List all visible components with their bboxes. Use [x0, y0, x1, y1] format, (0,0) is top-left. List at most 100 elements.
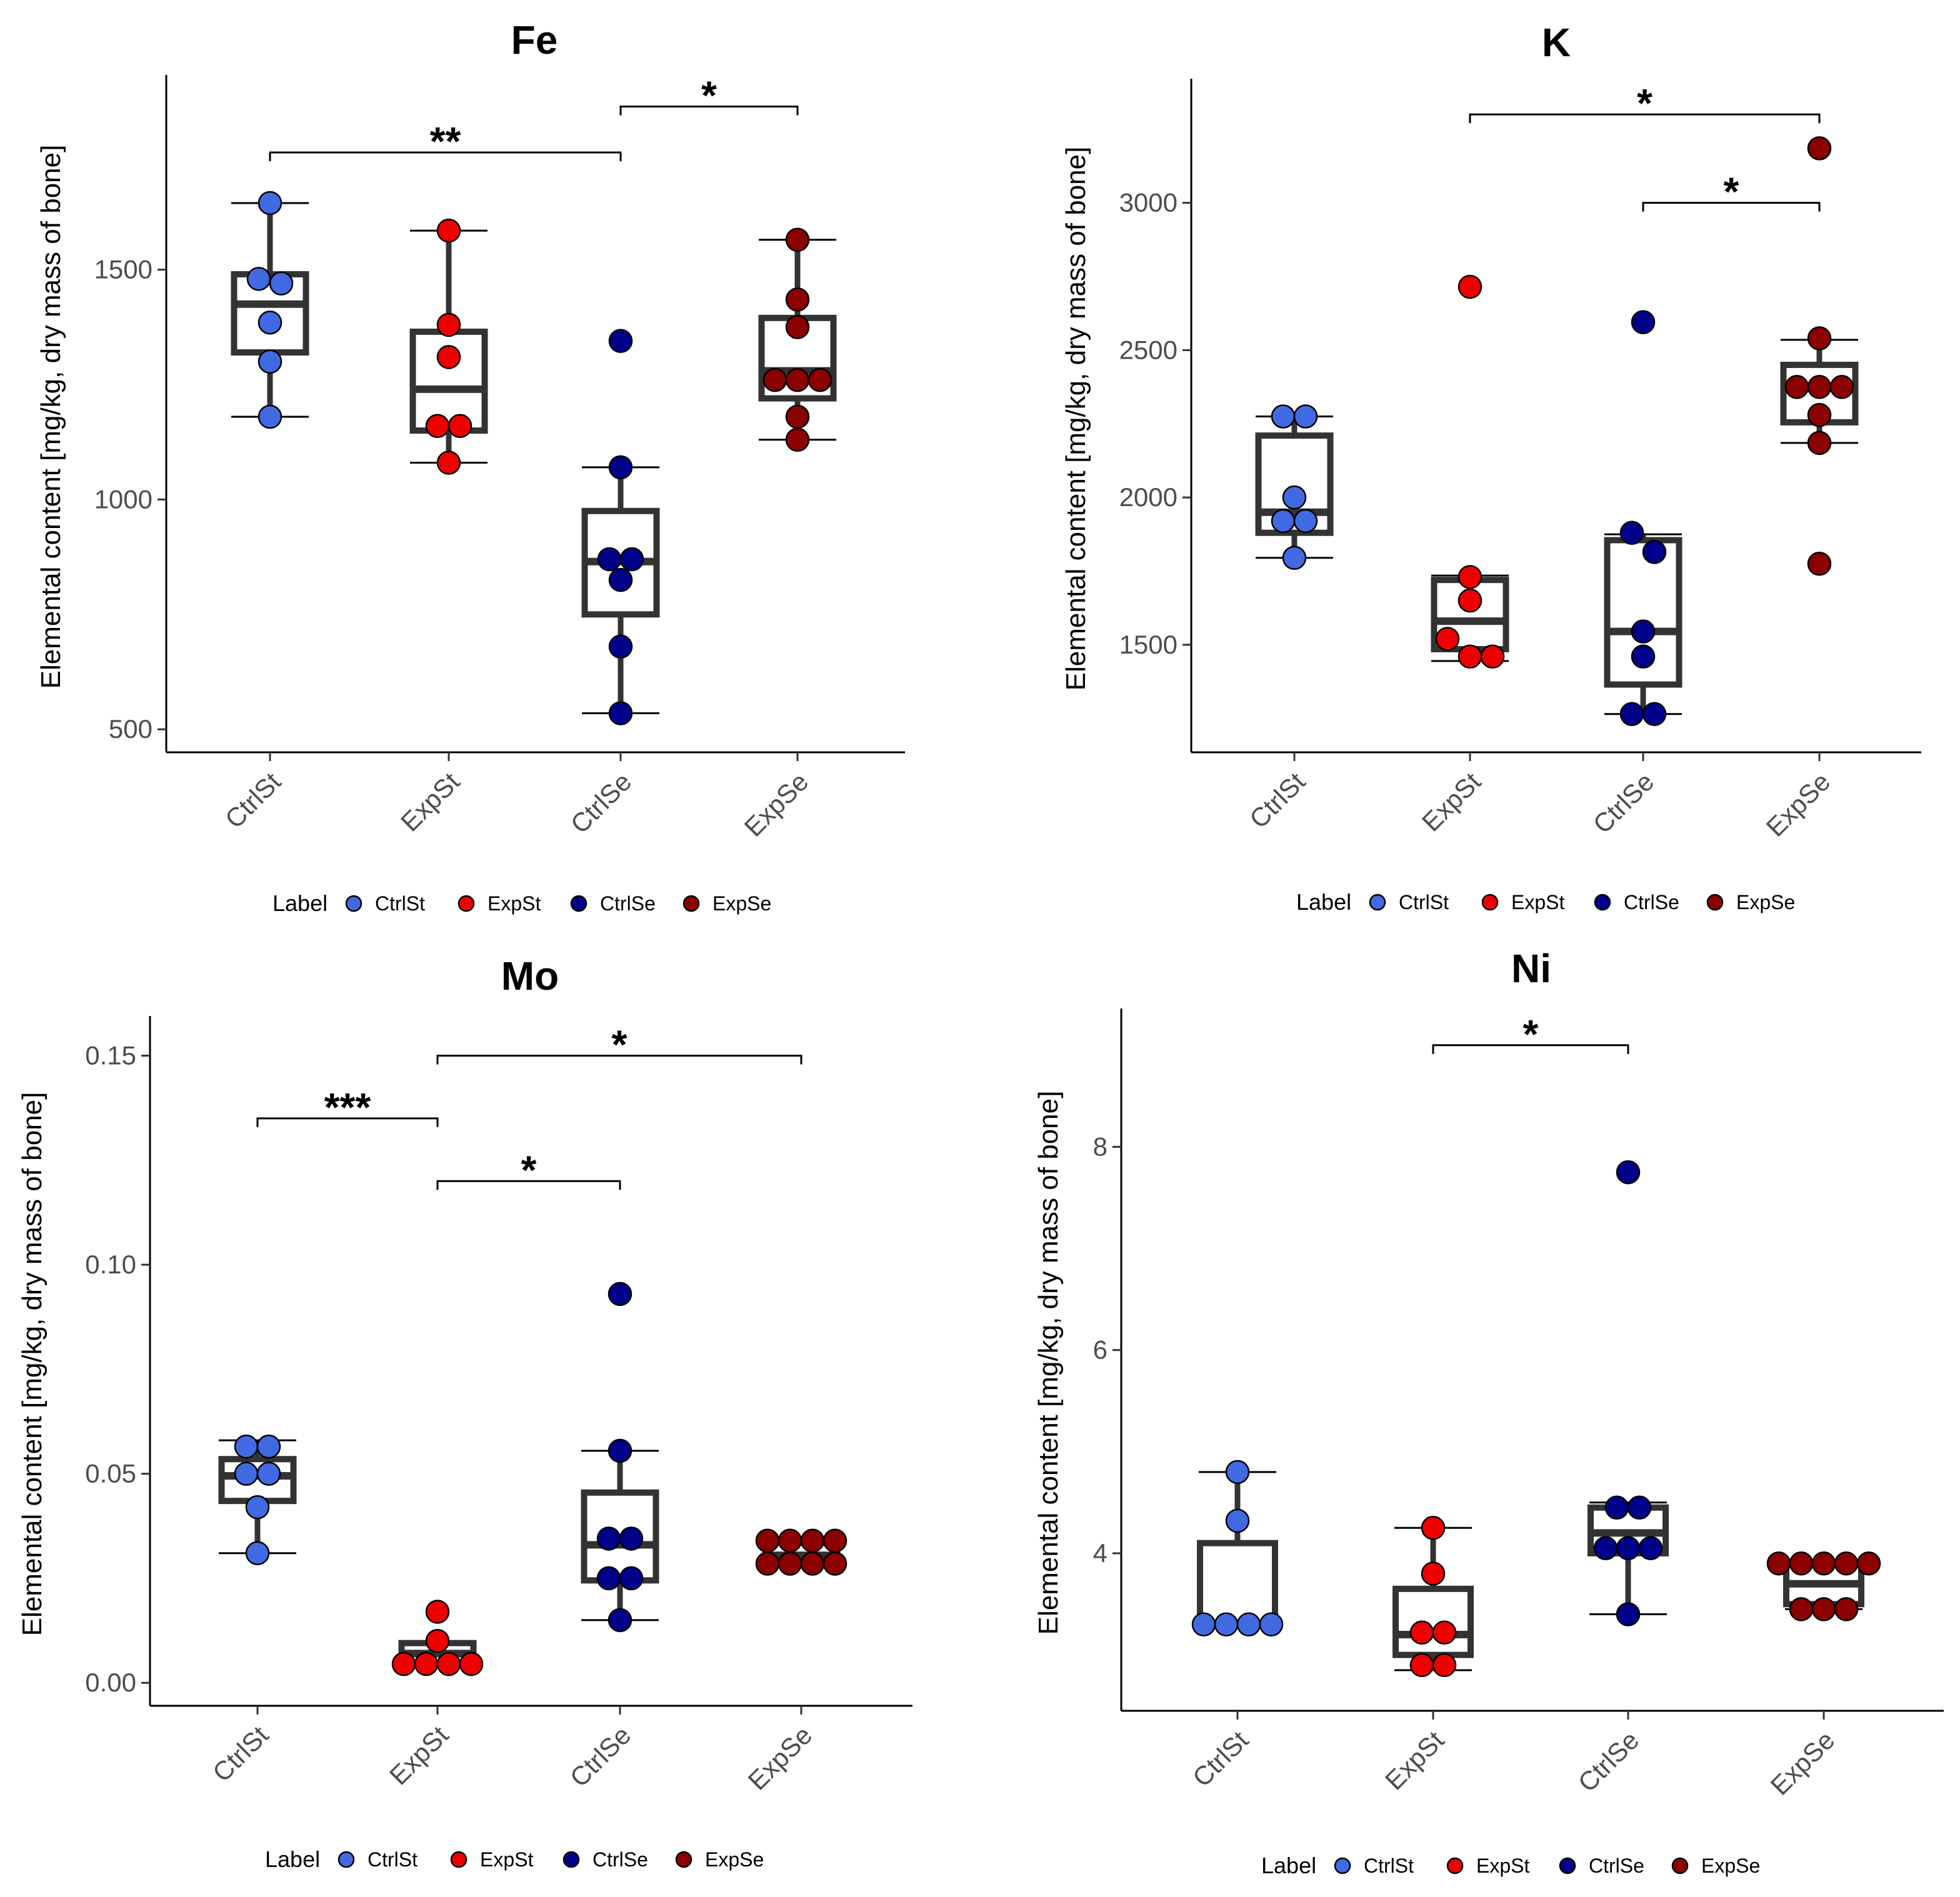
legend-key-ctrlse: [562, 1851, 580, 1868]
legend-label-expst: ExpSt: [488, 892, 541, 915]
legend: Label CtrlSt ExpSt CtrlSe ExpSe: [265, 1846, 764, 1872]
data-point-expst: [1458, 565, 1482, 589]
data-point-ctrlse: [1631, 619, 1656, 644]
data-point-expst: [459, 1651, 484, 1676]
data-point-expst: [436, 1651, 461, 1676]
legend: Label CtrlSt ExpSt CtrlSe ExpSe: [1261, 1853, 1760, 1878]
boxplot-expst: [1392, 1526, 1474, 1671]
y-tick-label: 4: [1093, 1538, 1108, 1568]
legend-key-expse: [1671, 1857, 1689, 1875]
data-point-ctrlse: [608, 1282, 632, 1307]
data-point-ctrlse: [608, 701, 633, 725]
data-point-ctrlst: [258, 404, 282, 429]
box: [1392, 1585, 1474, 1658]
legend-label-ctrlse: CtrlSe: [1624, 891, 1679, 914]
data-point-expse: [1766, 1551, 1791, 1576]
data-point-expse: [1834, 1597, 1859, 1621]
y-tick-label: 1500: [94, 255, 152, 284]
data-point-ctrlst: [1225, 1508, 1250, 1533]
data-point-ctrlse: [1593, 1536, 1618, 1561]
data-point-expst: [1458, 644, 1482, 669]
data-point-ctrlse: [608, 455, 633, 480]
data-point-expse: [755, 1551, 780, 1576]
legend-key-ctrlst: [1369, 894, 1386, 911]
x-tick-label: ExpSe: [739, 767, 814, 842]
y-tick-label: 0.15: [85, 1041, 136, 1070]
data-point-expst: [1409, 1653, 1434, 1678]
data-point-ctrlse: [596, 1566, 621, 1591]
data-point-expse: [800, 1551, 825, 1576]
data-point-expse: [1789, 1551, 1814, 1576]
legend-label-expst: ExpSt: [1476, 1855, 1529, 1877]
legend-label-expst: ExpSt: [480, 1848, 533, 1871]
data-point-ctrlse: [1631, 310, 1656, 334]
data-point-ctrlse: [1616, 1602, 1641, 1626]
significance-label: **: [430, 119, 461, 164]
data-point-expse: [778, 1551, 802, 1576]
legend-key-ctrlse: [570, 895, 588, 912]
legend-key-ctrlse: [1559, 1857, 1576, 1875]
legend-label-expst: ExpSt: [1511, 891, 1564, 914]
data-point-ctrlse: [608, 329, 633, 353]
data-point-expse: [785, 315, 810, 339]
legend-label-expse: ExpSe: [705, 1848, 764, 1871]
x-tick-label: CtrlSt: [207, 1720, 274, 1788]
legend-label-ctrlse: CtrlSe: [1589, 1855, 1644, 1877]
significance-label: *: [701, 72, 717, 117]
legend-key-expse: [682, 895, 700, 912]
data-point-ctrlse: [1631, 644, 1656, 669]
data-point-ctrlse: [1642, 702, 1667, 726]
data-point-expse: [1829, 375, 1854, 399]
panel-title: K: [1542, 20, 1571, 65]
data-point-expst: [414, 1651, 439, 1676]
y-tick-label: 2500: [1119, 335, 1178, 364]
box: [1197, 1540, 1278, 1628]
data-point-expst: [436, 218, 461, 243]
significance-bracket: [269, 151, 622, 162]
data-point-expst: [425, 414, 450, 438]
x-tick-label: CtrlSe: [1588, 767, 1660, 839]
data-point-ctrlst: [269, 271, 294, 296]
legend-key-ctrlse: [1594, 894, 1611, 911]
chart-panel-ni: Ni 4 6 8 Elemental content [mg/kg, dry mass …: [1033, 946, 1944, 1878]
significance-label: *: [521, 1147, 537, 1192]
data-point-ctrlst: [1214, 1612, 1239, 1637]
legend-label-ctrlst: CtrlSt: [368, 1848, 418, 1871]
data-point-expse: [1856, 1551, 1881, 1576]
x-tick-label: CtrlSt: [219, 767, 287, 834]
x-tick-label: ExpSe: [1765, 1725, 1841, 1801]
panel-title: Fe: [511, 17, 558, 62]
y-tick-label: 0.00: [85, 1668, 136, 1697]
x-tick-label: ExpSe: [1761, 767, 1836, 842]
data-point-ctrlse: [608, 1608, 632, 1633]
y-axis-label: Elemental content [mg/kg, dry mass of bo…: [17, 1092, 48, 1636]
legend: Label CtrlSt ExpSt CtrlSe ExpSe: [1296, 889, 1795, 915]
data-point-ctrlst: [1293, 509, 1318, 534]
data-point-expst: [436, 345, 461, 369]
data-point-expse: [785, 227, 810, 252]
data-point-expst: [1458, 588, 1482, 613]
data-point-expse: [822, 1551, 848, 1576]
x-tick-label: ExpSt: [1416, 767, 1487, 837]
data-point-expst: [391, 1651, 416, 1676]
x-tick-label: CtrlSe: [564, 1720, 637, 1793]
data-point-expst: [1409, 1620, 1434, 1645]
data-point-ctrlse: [597, 547, 622, 572]
significance-bracket: [436, 1055, 802, 1065]
legend-title: Label: [1261, 1853, 1316, 1878]
y-tick-label: 6: [1093, 1335, 1108, 1365]
data-point-expse: [785, 404, 810, 429]
x-tick-label: CtrlSe: [565, 767, 638, 839]
data-point-ctrlse: [1616, 1160, 1641, 1185]
data-point-ctrlst: [258, 349, 282, 374]
data-point-expst: [1421, 1516, 1446, 1540]
data-point-ctrlse: [1638, 1536, 1663, 1561]
data-point-ctrlst: [1282, 485, 1307, 510]
significance-label: *: [1724, 169, 1739, 214]
legend-title: Label: [1296, 889, 1351, 915]
data-point-ctrlse: [1619, 520, 1644, 545]
data-point-expst: [425, 1600, 450, 1624]
data-point-expse: [785, 367, 810, 392]
data-point-expse: [1811, 1551, 1836, 1576]
